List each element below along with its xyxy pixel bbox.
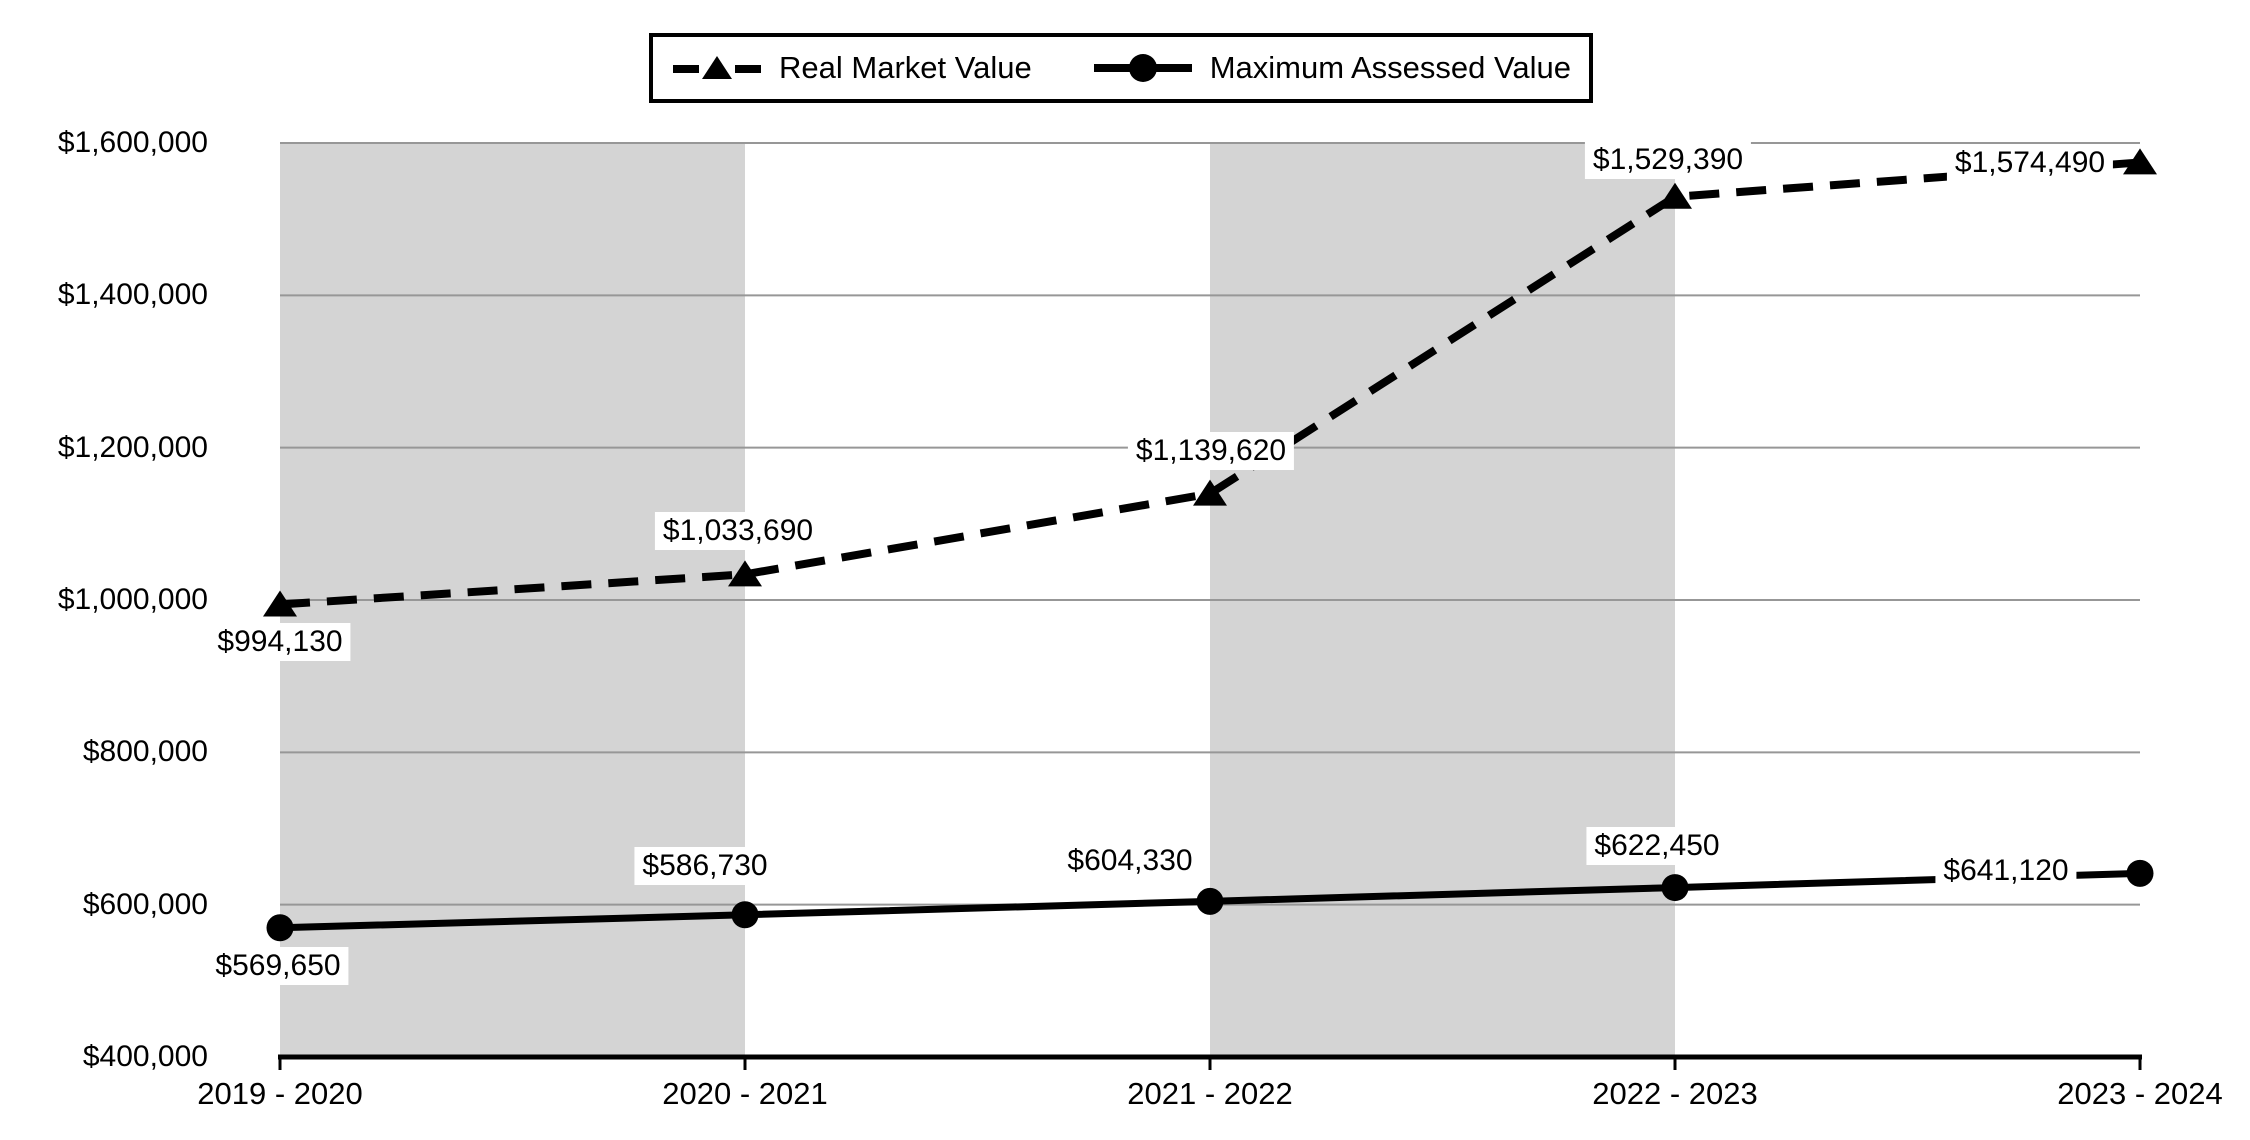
circle-marker — [2126, 859, 2154, 887]
solid-line-circle-icon — [1093, 54, 1192, 82]
legend-item-maximum-assessed-value: Maximum Assessed Value — [1092, 50, 1571, 86]
circle-marker — [731, 901, 759, 929]
chart-legend: Real Market Value Maximum Assessed Value — [649, 33, 1593, 103]
dashed-series-line — [279, 158, 2141, 609]
legend-item-real-market-value: Real Market Value — [671, 50, 1032, 86]
triangle-marker — [1658, 182, 1692, 209]
circle-marker — [1196, 887, 1224, 915]
legend-label-maximum-assessed-value: Maximum Assessed Value — [1209, 50, 1571, 85]
circle-marker — [1661, 874, 1689, 902]
dashed-line-triangle-icon — [673, 56, 762, 79]
triangle-marker — [1193, 479, 1227, 506]
triangle-marker — [263, 590, 297, 617]
legend-label-real-market-value: Real Market Value — [779, 50, 1032, 85]
circle-marker — [266, 914, 294, 942]
triangle-marker — [728, 560, 762, 587]
triangle-marker — [2123, 148, 2157, 175]
